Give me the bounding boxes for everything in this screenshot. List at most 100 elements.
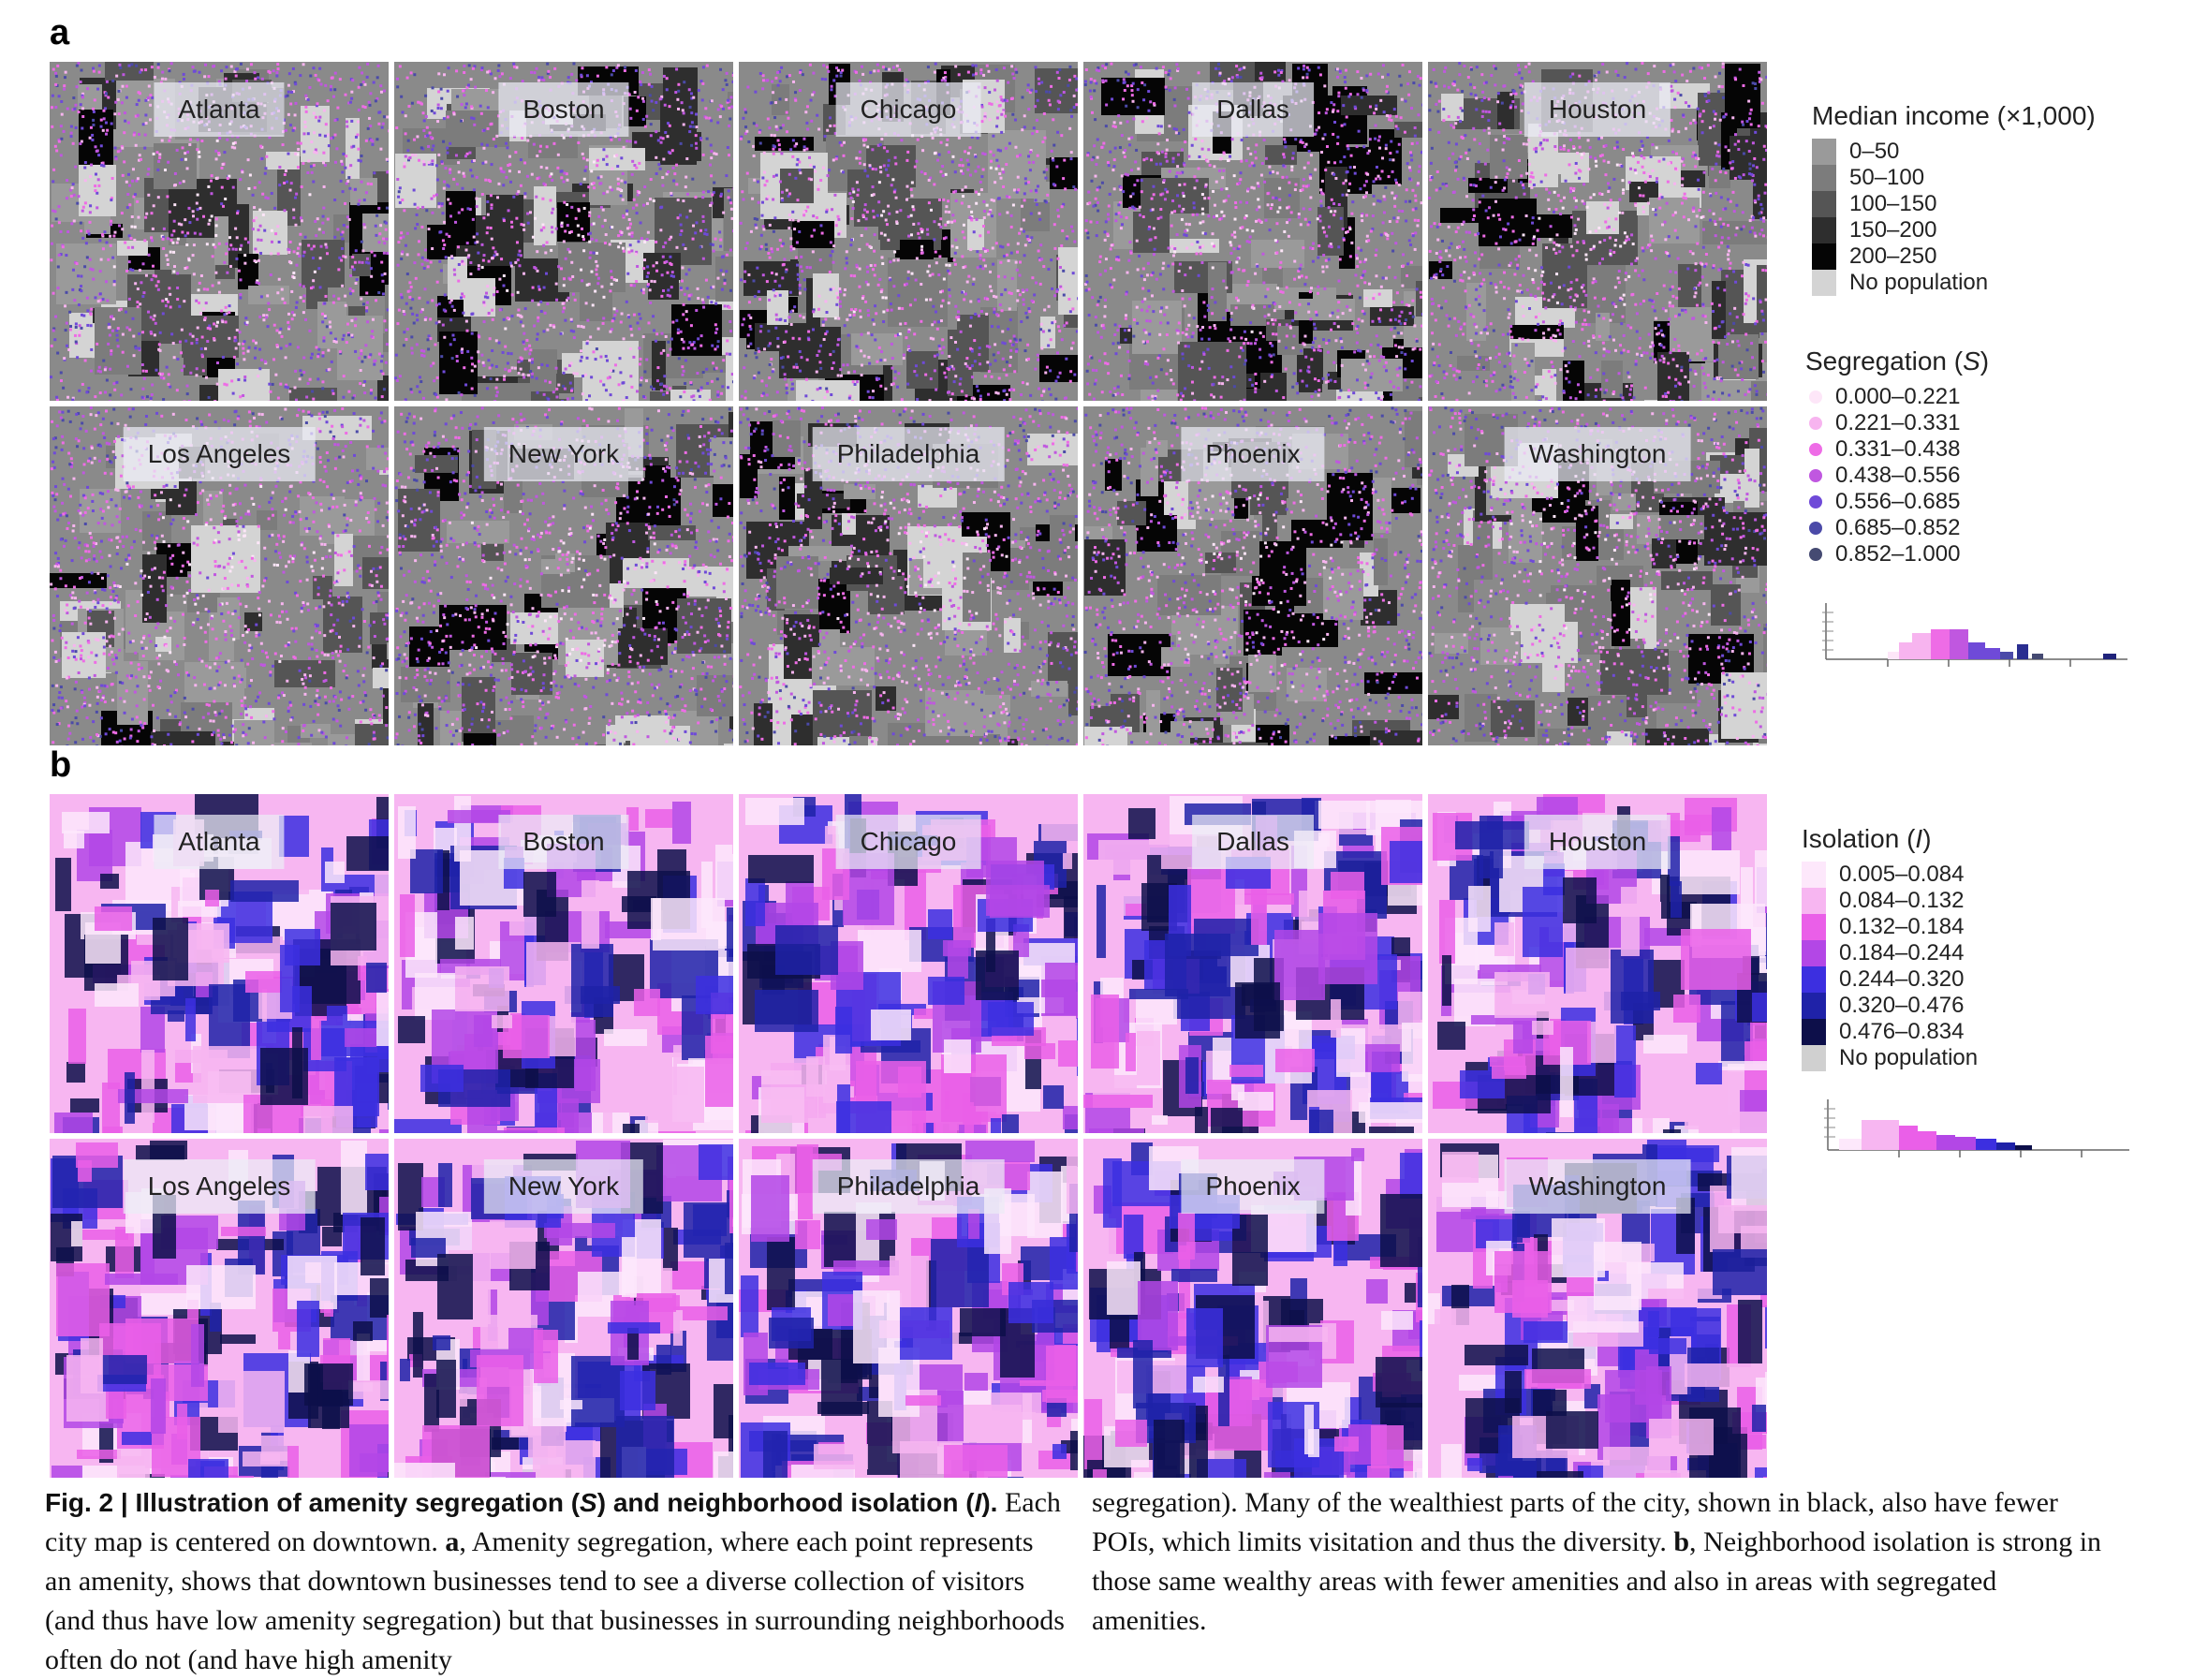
isolation-legend-title: Isolation (I) — [1802, 824, 1978, 854]
map-philadelphia: Philadelphia — [739, 406, 1078, 745]
isolation-map-grid: Atlanta Boston Chicago Dallas Houston Los Ang… — [50, 794, 1771, 1478]
legend-item: 150–200 — [1812, 217, 2096, 243]
legend-item: No population — [1812, 270, 2096, 296]
legend-label: 0.084–0.132 — [1839, 888, 1964, 914]
legend-item: 0.476–0.834 — [1802, 1019, 1978, 1045]
city-label: Chicago — [836, 815, 981, 869]
legend-label: 0.438–0.556 — [1835, 463, 1960, 489]
legend-label: 200–250 — [1849, 243, 1936, 270]
legend-label: 0.685–0.852 — [1835, 515, 1960, 541]
city-label: Dallas — [1192, 815, 1314, 869]
legend-label: 0.476–0.834 — [1839, 1019, 1964, 1045]
map-washington: Washington — [1428, 406, 1767, 745]
map-dallas: Dallas — [1083, 62, 1422, 401]
legend-swatch — [1802, 993, 1826, 1019]
legend-item: 0–50 — [1812, 139, 2096, 165]
legend-label: 0.184–0.244 — [1839, 940, 1964, 966]
map-atlanta: Atlanta — [50, 794, 389, 1133]
legend-item: 0.244–0.320 — [1802, 966, 1978, 993]
city-label: Philadelphia — [813, 427, 1005, 481]
legend-swatch — [1802, 940, 1826, 966]
map-dallas: Dallas — [1083, 794, 1422, 1133]
legend-item: 0.438–0.556 — [1805, 463, 1989, 489]
map-new-york: New York — [394, 1139, 733, 1478]
legend-label: No population — [1839, 1045, 1978, 1071]
legend-swatch — [1809, 522, 1822, 535]
legend-label: 0.320–0.476 — [1839, 993, 1964, 1019]
legend-swatch — [1809, 443, 1822, 456]
city-label: Washington — [1505, 1159, 1691, 1214]
legend-item: 0.331–0.438 — [1805, 436, 1989, 463]
legend-label: 0.005–0.084 — [1839, 862, 1964, 888]
legend-swatch — [1802, 888, 1826, 914]
legend-item: 0.852–1.000 — [1805, 541, 1989, 567]
city-label: Washington — [1505, 427, 1691, 481]
isolation-histogram — [1824, 1096, 2133, 1171]
legend-swatch — [1812, 243, 1836, 270]
legend-item: 0.221–0.331 — [1805, 410, 1989, 436]
city-label: Phoenix — [1181, 427, 1324, 481]
legend-item: 0.000–0.221 — [1805, 384, 1989, 410]
panel-b-letter: b — [50, 745, 71, 786]
legend-swatch — [1812, 165, 1836, 191]
legend-label: 0–50 — [1849, 139, 1899, 165]
legend-swatch — [1802, 966, 1826, 993]
legend-swatch — [1812, 139, 1836, 165]
legend-swatch — [1802, 1019, 1826, 1045]
city-label: Chicago — [836, 82, 981, 137]
map-phoenix: Phoenix — [1083, 406, 1422, 745]
legend-label: 0.556–0.685 — [1835, 489, 1960, 515]
legend-label: 0.132–0.184 — [1839, 914, 1964, 940]
legend-item: 0.685–0.852 — [1805, 515, 1989, 541]
legend-swatch — [1809, 391, 1822, 404]
map-atlanta: Atlanta — [50, 62, 389, 401]
legend-label: 50–100 — [1849, 165, 1924, 191]
city-label: Houston — [1524, 82, 1671, 137]
panel-a-letter: a — [50, 13, 69, 53]
city-label: New York — [484, 1159, 643, 1214]
map-philadelphia: Philadelphia — [739, 1139, 1078, 1478]
legend-swatch — [1812, 191, 1836, 217]
map-new-york: New York — [394, 406, 733, 745]
city-label: New York — [484, 427, 643, 481]
legend-swatch — [1809, 469, 1822, 482]
segregation-legend-title: Segregation (S) — [1805, 346, 1989, 376]
city-label: Houston — [1524, 815, 1671, 869]
caption-left: Fig. 2 | Illustration of amenity segrega… — [45, 1483, 1066, 1680]
map-houston: Houston — [1428, 794, 1767, 1133]
legend-swatch — [1809, 417, 1822, 430]
city-label: Boston — [498, 82, 628, 137]
legend-swatch — [1802, 862, 1826, 888]
map-chicago: Chicago — [739, 794, 1078, 1133]
legend-label: 0.221–0.331 — [1835, 410, 1960, 436]
map-chicago: Chicago — [739, 62, 1078, 401]
legend-item: 0.005–0.084 — [1802, 862, 1978, 888]
map-phoenix: Phoenix — [1083, 1139, 1422, 1478]
legend-label: 0.852–1.000 — [1835, 541, 1960, 567]
city-label: Phoenix — [1181, 1159, 1324, 1214]
legend-swatch — [1812, 217, 1836, 243]
legend-label: 0.000–0.221 — [1835, 384, 1960, 410]
map-washington: Washington — [1428, 1139, 1767, 1478]
city-label: Los Angeles — [124, 427, 316, 481]
legend-swatch — [1802, 1045, 1826, 1071]
city-label: Atlanta — [154, 815, 284, 869]
legend-item: 0.084–0.132 — [1802, 888, 1978, 914]
map-los-angeles: Los Angeles — [50, 406, 389, 745]
legend-item: 50–100 — [1812, 165, 2096, 191]
legend-item: 0.132–0.184 — [1802, 914, 1978, 940]
map-houston: Houston — [1428, 62, 1767, 401]
map-boston: Boston — [394, 794, 733, 1133]
legend-label: No population — [1849, 270, 1988, 296]
legend-item: No population — [1802, 1045, 1978, 1071]
caption-right: segregation). Many of the wealthiest par… — [1092, 1483, 2112, 1641]
city-label: Los Angeles — [124, 1159, 316, 1214]
figure-label: Fig. 2 | Illustration of amenity segrega… — [45, 1488, 997, 1517]
legend-swatch — [1809, 548, 1822, 561]
legend-label: 150–200 — [1849, 217, 1936, 243]
income-legend-title: Median income (×1,000) — [1812, 101, 2096, 131]
city-label: Atlanta — [154, 82, 284, 137]
legend-label: 100–150 — [1849, 191, 1936, 217]
